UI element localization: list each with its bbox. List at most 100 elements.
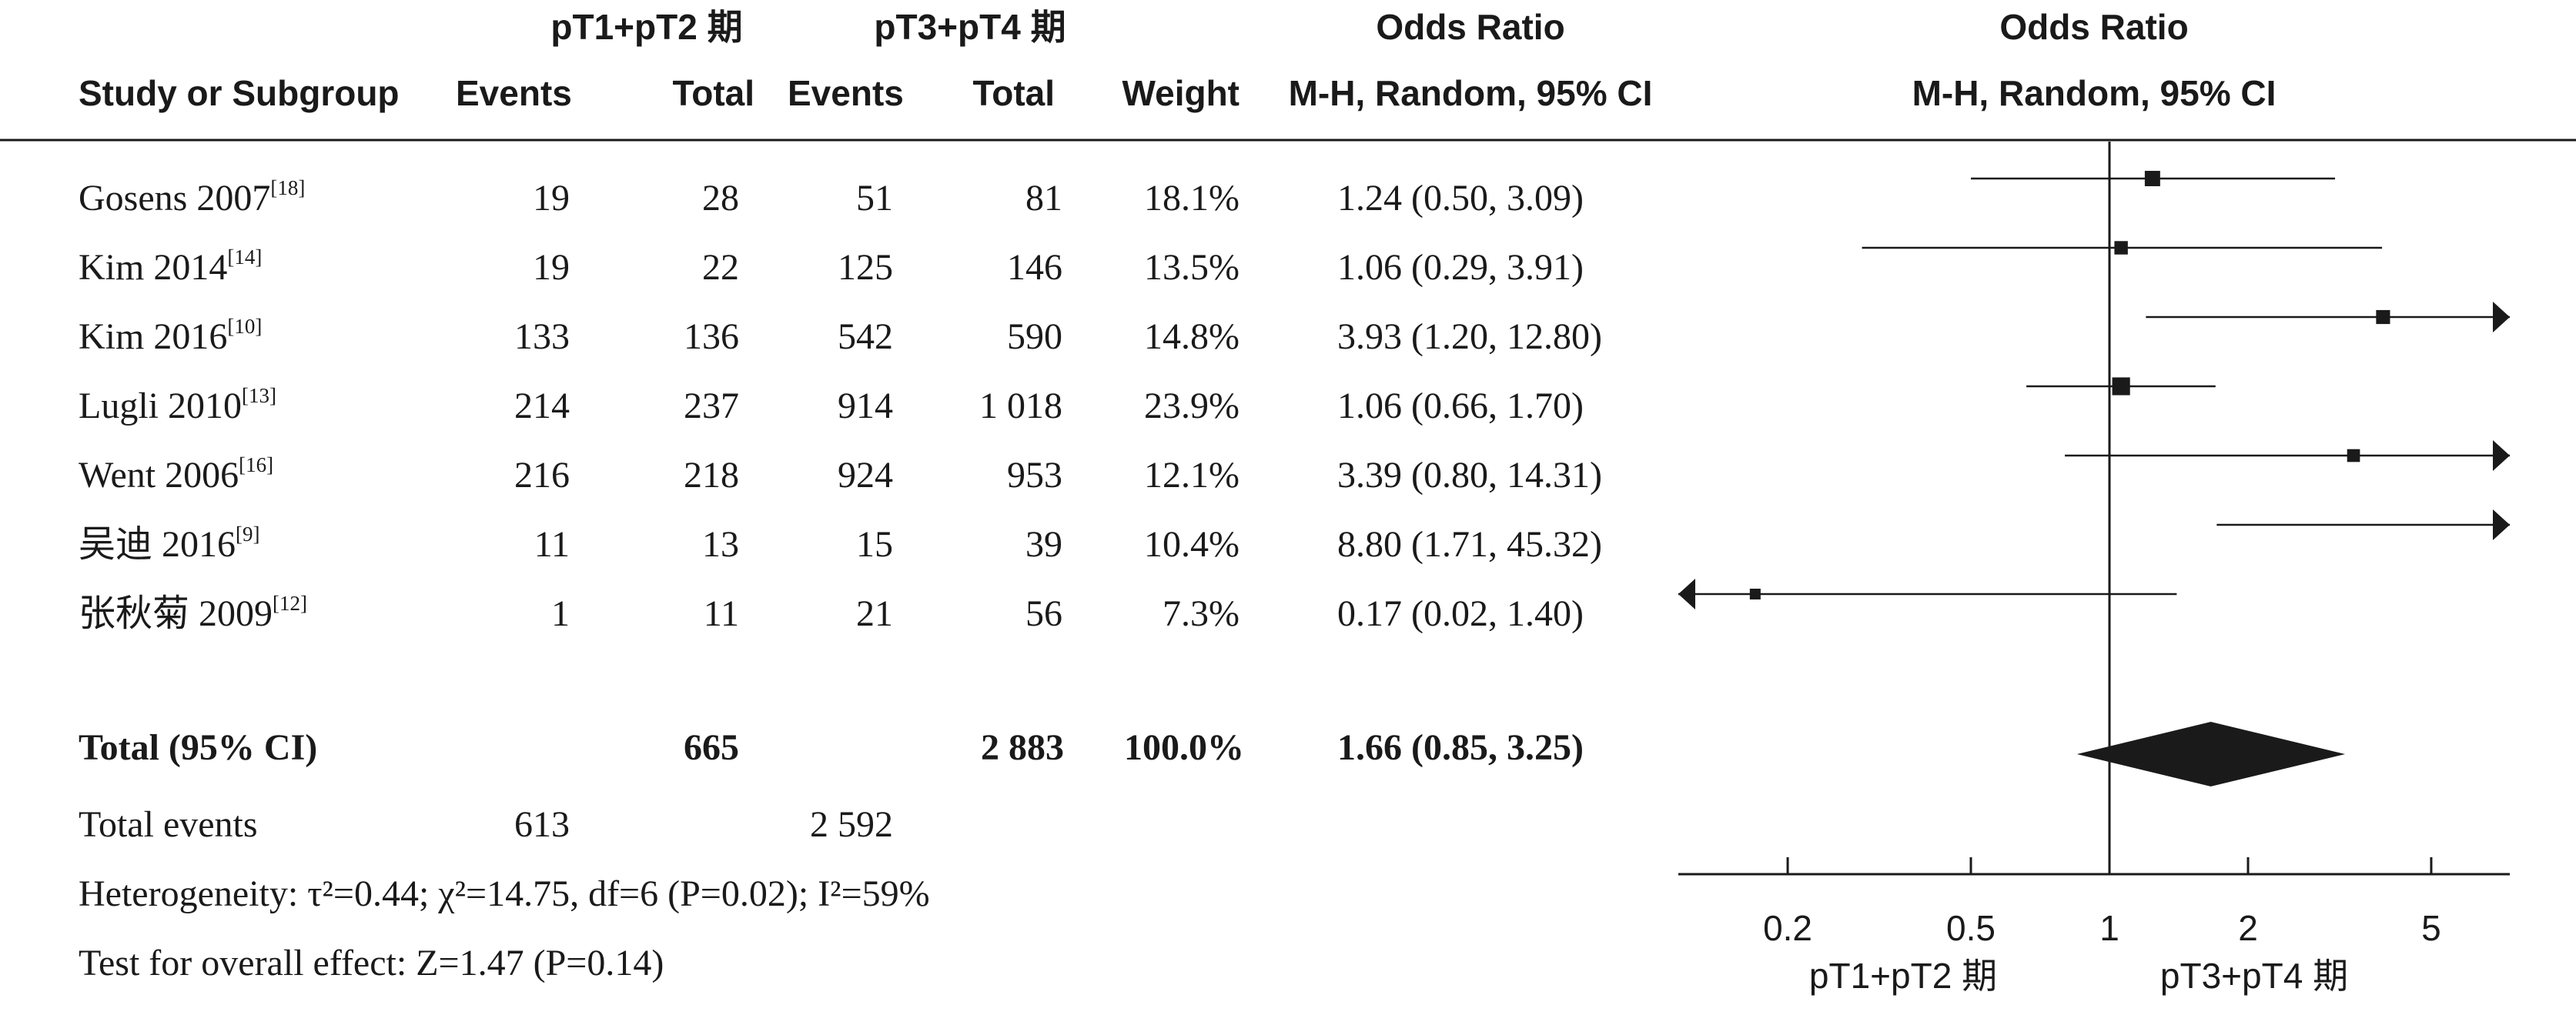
total-events-label: Total events — [79, 804, 258, 845]
ci-cell: 1.24 (0.50, 3.09) — [1337, 178, 1584, 219]
events1-cell: 19 — [533, 178, 570, 219]
study-ref: [12] — [273, 592, 307, 615]
weight-cell: 18.1% — [1144, 178, 1239, 219]
table-row-study-name: Kim 2014[14] — [79, 247, 262, 288]
weight-cell: 10.4% — [1144, 524, 1239, 565]
events1-cell: 19 — [533, 247, 570, 288]
table-row-study-name: Went 2006[16] — [79, 455, 273, 496]
total2-cell: 590 — [1007, 316, 1062, 357]
study-name: Kim 2016 — [79, 316, 228, 357]
total-weight-value: 100.0% — [1124, 727, 1244, 768]
weight-cell: 7.3% — [1163, 593, 1239, 634]
study-ref: [14] — [227, 245, 263, 269]
table-row-study-name: 张秋菊 2009[12] — [79, 593, 307, 634]
total2-cell: 1 018 — [979, 386, 1062, 426]
ci-cell: 3.93 (1.20, 12.80) — [1337, 316, 1602, 357]
total1-cell: 237 — [684, 386, 739, 426]
total2-cell: 39 — [1025, 524, 1062, 565]
ci-right-arrow — [2493, 440, 2510, 471]
total1-cell: 136 — [684, 316, 739, 357]
total1-value: 665 — [684, 727, 739, 768]
ci-cell: 1.06 (0.66, 1.70) — [1337, 386, 1584, 426]
x-tick-label: 0.2 — [1763, 908, 1812, 948]
total1-cell: 11 — [703, 593, 739, 634]
x-tick-label: 0.5 — [1946, 908, 1996, 948]
total2-column-header: Total — [972, 73, 1055, 113]
total-events2-value: 2 592 — [810, 804, 893, 845]
ci-right-arrow — [2493, 509, 2510, 540]
events2-cell: 51 — [856, 178, 893, 219]
x-tick-label: 1 — [2099, 908, 2119, 948]
or-header-plot: Odds Ratio — [1999, 7, 2189, 47]
weight-cell: 13.5% — [1144, 247, 1239, 288]
events2-cell: 914 — [838, 386, 893, 426]
total2-cell: 146 — [1007, 247, 1062, 288]
total2-cell: 81 — [1025, 178, 1062, 219]
events2-cell: 21 — [856, 593, 893, 634]
study-name: 张秋菊 2009 — [79, 593, 273, 634]
study-point-estimate — [2376, 309, 2390, 325]
x-tick-label: 2 — [2238, 908, 2258, 948]
study-point-estimate — [2144, 171, 2160, 186]
x-tick-label: 5 — [2421, 908, 2441, 948]
ci-cell: 8.80 (1.71, 45.32) — [1337, 524, 1602, 565]
ci-left-arrow — [1678, 579, 1695, 609]
study-column-header: Study or Subgroup — [79, 73, 400, 113]
study-name: Kim 2014 — [79, 247, 228, 288]
study-point-estimate — [2114, 241, 2128, 255]
ci-cell: 0.17 (0.02, 1.40) — [1337, 593, 1584, 634]
study-point-estimate — [1749, 588, 1761, 600]
favours-left-label: pT1+pT2 期 — [1809, 956, 1997, 996]
study-point-estimate — [2112, 377, 2130, 396]
study-ref: [9] — [236, 523, 260, 546]
events2-column-header: Events — [788, 73, 904, 113]
study-name: 吴迪 2016 — [79, 524, 236, 565]
table-row-study-name: Kim 2016[10] — [79, 316, 262, 357]
total2-value: 2 883 — [981, 727, 1064, 768]
study-ref: [10] — [227, 315, 263, 338]
weight-cell: 23.9% — [1144, 386, 1239, 426]
forest-plot-marks: 0.2 0.5 1 2 5 pT1+pT2 期 pT3+pT4 期 — [1678, 142, 2510, 996]
total1-cell: 218 — [684, 455, 739, 496]
ci-right-arrow — [2493, 302, 2510, 332]
group1-header: pT1+pT2 期 — [550, 7, 743, 47]
events2-cell: 542 — [838, 316, 893, 357]
weight-column-header: Weight — [1122, 73, 1239, 113]
heterogeneity-text: Heterogeneity: τ²=0.44; χ²=14.75, df=6 (… — [79, 873, 930, 914]
ci-cell: 3.39 (0.80, 14.31) — [1337, 455, 1602, 496]
total1-column-header: Total — [672, 73, 754, 113]
study-ref: [16] — [239, 453, 274, 476]
events2-cell: 15 — [856, 524, 893, 565]
total-ci-value: 1.66 (0.85, 3.25) — [1337, 727, 1584, 768]
method-plot-header: M-H, Random, 95% CI — [1912, 73, 2277, 113]
total1-cell: 28 — [702, 178, 739, 219]
total-events1-value: 613 — [514, 804, 570, 845]
total1-cell: 13 — [702, 524, 739, 565]
favours-right-label: pT3+pT4 期 — [2160, 956, 2348, 996]
events1-cell: 214 — [514, 386, 570, 426]
study-point-estimate — [2347, 449, 2360, 462]
study-name: Gosens 2007 — [79, 178, 271, 219]
or-header-table: Odds Ratio — [1376, 7, 1565, 47]
events1-cell: 1 — [551, 593, 570, 634]
events1-cell: 11 — [534, 524, 570, 565]
events1-cell: 216 — [514, 455, 570, 496]
overall-effect-text: Test for overall effect: Z=1.47 (P=0.14) — [79, 943, 664, 983]
events2-cell: 924 — [838, 455, 893, 496]
table-row-study-name: 吴迪 2016[9] — [79, 523, 260, 565]
study-name: Lugli 2010 — [79, 386, 242, 426]
weight-cell: 14.8% — [1144, 316, 1239, 357]
weight-cell: 12.1% — [1144, 455, 1239, 496]
method-column-header: M-H, Random, 95% CI — [1288, 73, 1653, 113]
events1-cell: 133 — [514, 316, 570, 357]
total1-cell: 22 — [702, 247, 739, 288]
pooled-diamond — [2076, 722, 2346, 786]
study-ref: [13] — [242, 384, 276, 407]
study-name: Went 2006 — [79, 455, 239, 496]
total2-cell: 953 — [1007, 455, 1062, 496]
group2-header: pT3+pT4 期 — [874, 7, 1066, 47]
total2-cell: 56 — [1025, 593, 1062, 634]
total-row-label: Total (95% CI) — [79, 727, 318, 768]
table-row-study-name: Lugli 2010[13] — [79, 386, 276, 426]
